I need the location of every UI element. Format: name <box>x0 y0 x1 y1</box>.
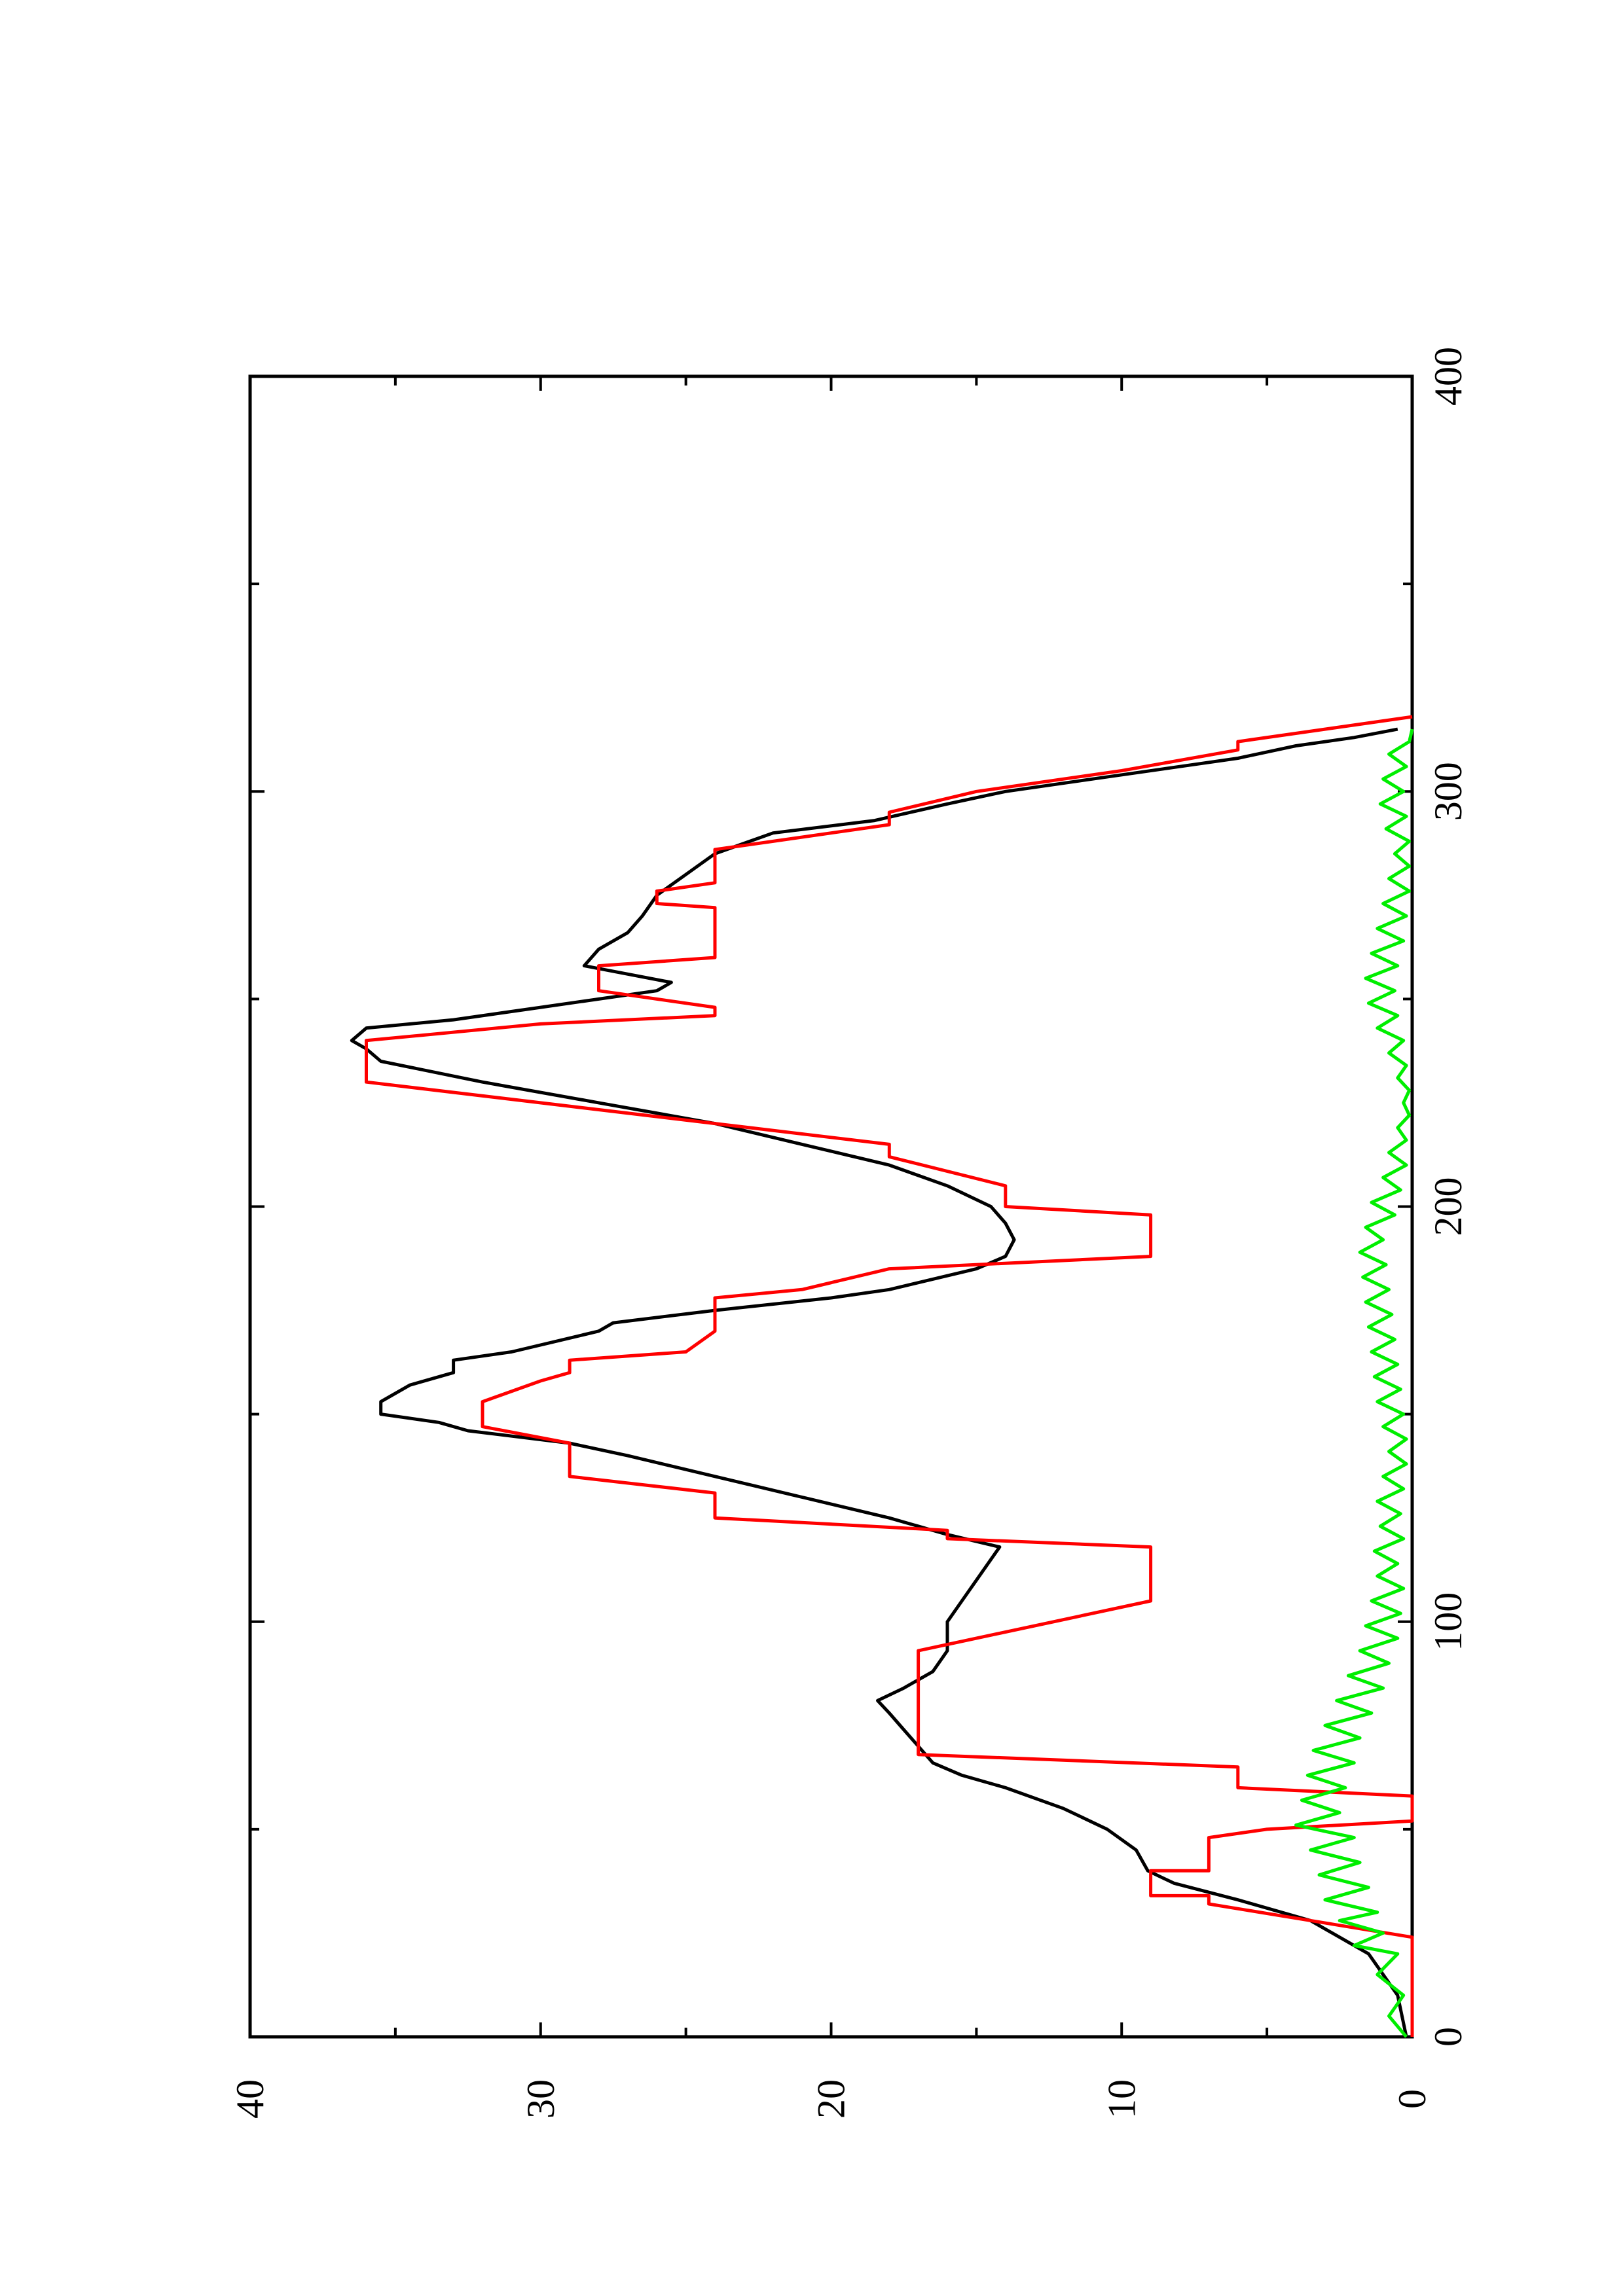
y-tick-label: 10 <box>1100 2079 1143 2119</box>
x-tick-label: 200 <box>1427 1177 1470 1236</box>
y-tick-label: 40 <box>228 2079 272 2119</box>
x-tick-label: 300 <box>1427 762 1470 821</box>
series-line-2 <box>365 715 1414 2037</box>
y-tick-label: 20 <box>810 2079 853 2119</box>
y-tick-label: 30 <box>519 2079 562 2119</box>
series-line-3 <box>1294 728 1414 2038</box>
series-group <box>350 715 1414 2038</box>
x-tick-label: 0 <box>1427 2027 1470 2047</box>
series-line-1 <box>350 727 1408 2037</box>
x-tick-label: 400 <box>1427 347 1470 406</box>
x-tick-label: 100 <box>1427 1592 1470 1651</box>
y-tick-label: 0 <box>1391 2089 1434 2109</box>
tick-labels: 0 100 200 300 400 0 10 20 30 40 <box>228 347 1470 2119</box>
axis-ticks <box>249 375 1413 2038</box>
